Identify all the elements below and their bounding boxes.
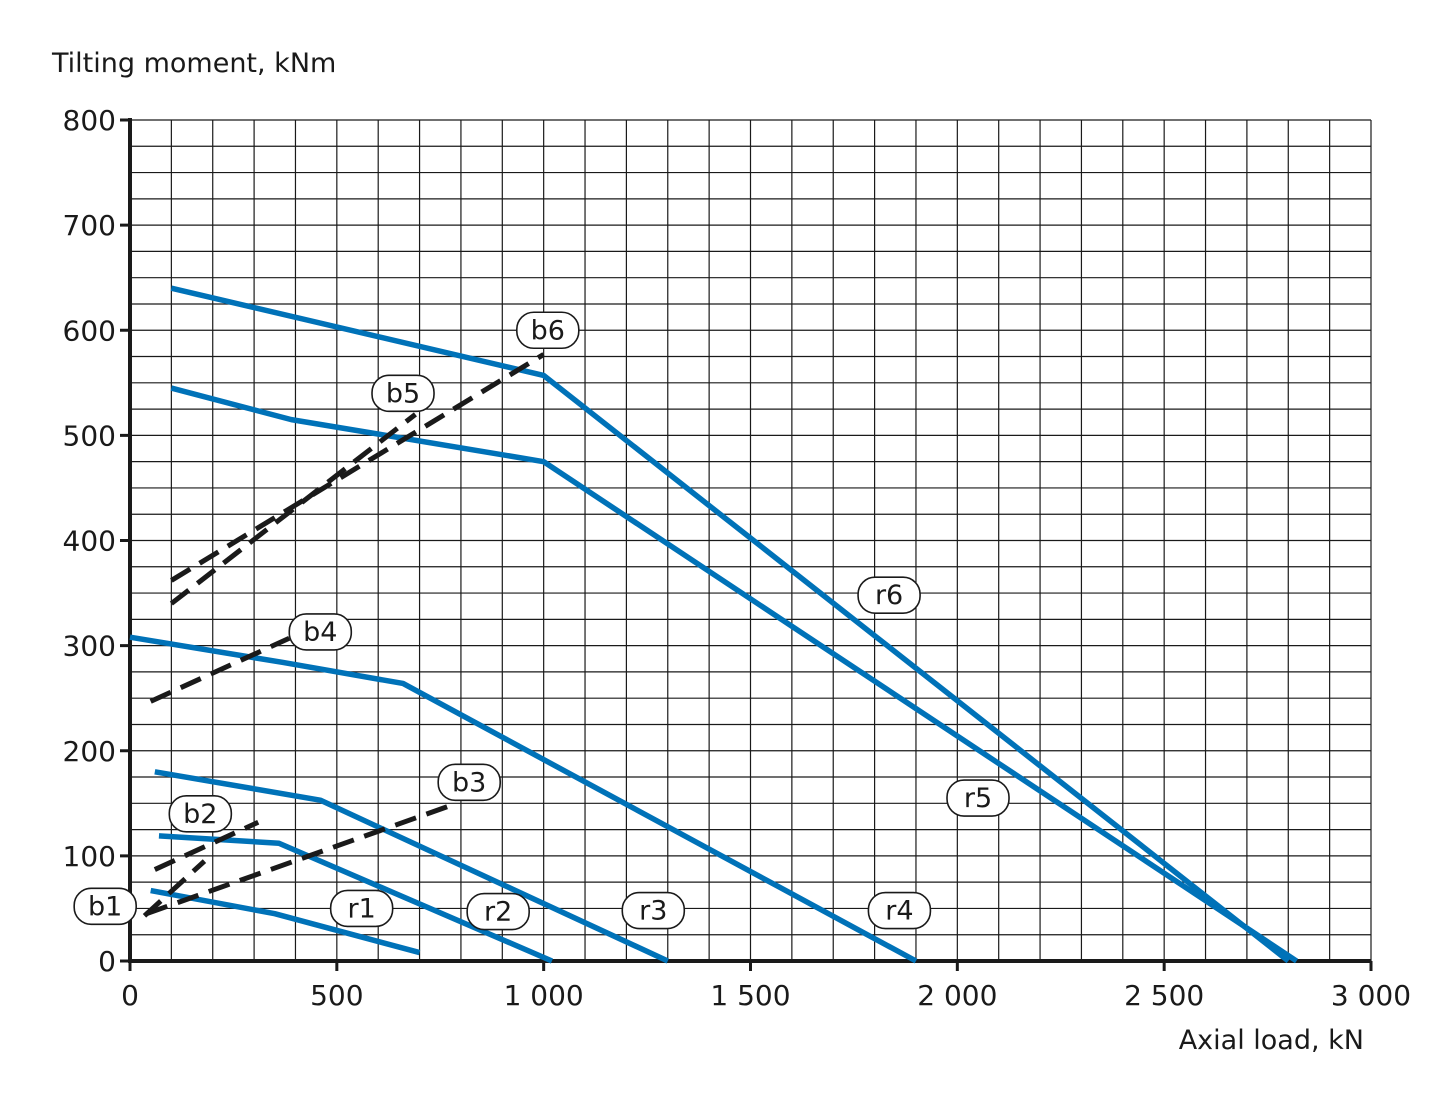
curve-label-box — [437, 763, 502, 802]
curve-label-r1: r1 — [329, 889, 394, 928]
curve-label-text: r4 — [885, 896, 913, 927]
y-tick-label: 300 — [63, 630, 116, 663]
series-b6 — [170, 352, 545, 583]
curve-label-text: b2 — [183, 799, 217, 830]
curve-label-b3: b3 — [437, 763, 502, 802]
curve-label-box — [867, 891, 932, 930]
series-r3 — [154, 769, 669, 964]
y-tick-label: 100 — [63, 840, 116, 873]
curve-label-box — [946, 779, 1010, 817]
curve-label-text: r6 — [875, 580, 903, 611]
curve-labels: b1 b2 b3 b4 b5 b6 r1 r2 r3 r4 r5 r6 — [73, 311, 1010, 931]
curve-label-b5: b5 — [371, 374, 435, 413]
curve-label-r5: r5 — [946, 779, 1010, 817]
series — [129, 285, 1299, 964]
x-axis-title: Axial load, kN — [1178, 1025, 1364, 1056]
series-b3 — [145, 800, 458, 917]
y-tick-label: 800 — [63, 104, 116, 137]
tick-labels: 0 500 1 000 1 500 2 000 2 500 3 000 0 100 200 300 4… — [63, 104, 1412, 1012]
series-r5 — [170, 385, 1299, 964]
x-tick-label: 500 — [310, 979, 363, 1012]
series-b5 — [169, 412, 417, 606]
x-tick-label: 0 — [121, 979, 139, 1012]
curve-label-box — [288, 613, 353, 651]
curve-label-box — [621, 891, 686, 930]
grid — [130, 119, 1372, 961]
x-tick-label: 2 000 — [917, 979, 997, 1012]
series-b4 — [149, 635, 291, 704]
y-tick-label: 700 — [63, 209, 116, 242]
curve-label-text: b5 — [386, 378, 420, 409]
curve-label-b6: b6 — [516, 311, 580, 350]
y-tick-label: 500 — [63, 419, 116, 452]
curve-label-b2: b2 — [168, 795, 233, 833]
curve-label-text: r1 — [348, 893, 376, 924]
curve-label-box — [857, 576, 921, 614]
curve-label-box — [371, 374, 435, 413]
y-tick-label: 200 — [63, 735, 116, 768]
curve-label-r4: r4 — [867, 891, 932, 930]
y-tick-label: 600 — [63, 314, 116, 347]
x-tick-label: 2 500 — [1124, 979, 1204, 1012]
x-tick-label: 1 000 — [504, 979, 584, 1012]
curve-label-box — [516, 311, 580, 350]
curve-label-box — [168, 795, 233, 833]
curve-label-r2: r2 — [466, 892, 530, 931]
curve-label-text: b4 — [303, 617, 337, 648]
series-b1 — [142, 859, 207, 918]
series-b2 — [153, 819, 260, 872]
curve-label-text: r3 — [639, 896, 667, 927]
curve-label-text: b6 — [531, 315, 565, 346]
y-tick-label: 400 — [63, 525, 116, 558]
curve-label-text: b1 — [88, 891, 122, 922]
curve-label-text: b3 — [452, 767, 486, 798]
curve-label-r6: r6 — [857, 576, 921, 614]
x-tick-label: 1 500 — [710, 979, 790, 1012]
curve-label-b1: b1 — [73, 887, 137, 926]
y-tick-label: 0 — [98, 945, 116, 978]
series-r2 — [158, 833, 554, 964]
curve-label-r3: r3 — [621, 891, 686, 930]
curve-label-box — [73, 887, 137, 926]
curve-label-text: r5 — [964, 783, 992, 814]
curve-label-box — [329, 889, 394, 928]
series-r4 — [129, 634, 918, 964]
curve-label-text: r2 — [484, 897, 512, 928]
series-r6 — [170, 285, 1290, 964]
curve-label-box — [466, 892, 530, 931]
x-tick-label: 3 000 — [1331, 979, 1411, 1012]
curve-label-b4: b4 — [288, 613, 353, 651]
y-axis-title: Tilting moment, kNm — [52, 48, 337, 79]
